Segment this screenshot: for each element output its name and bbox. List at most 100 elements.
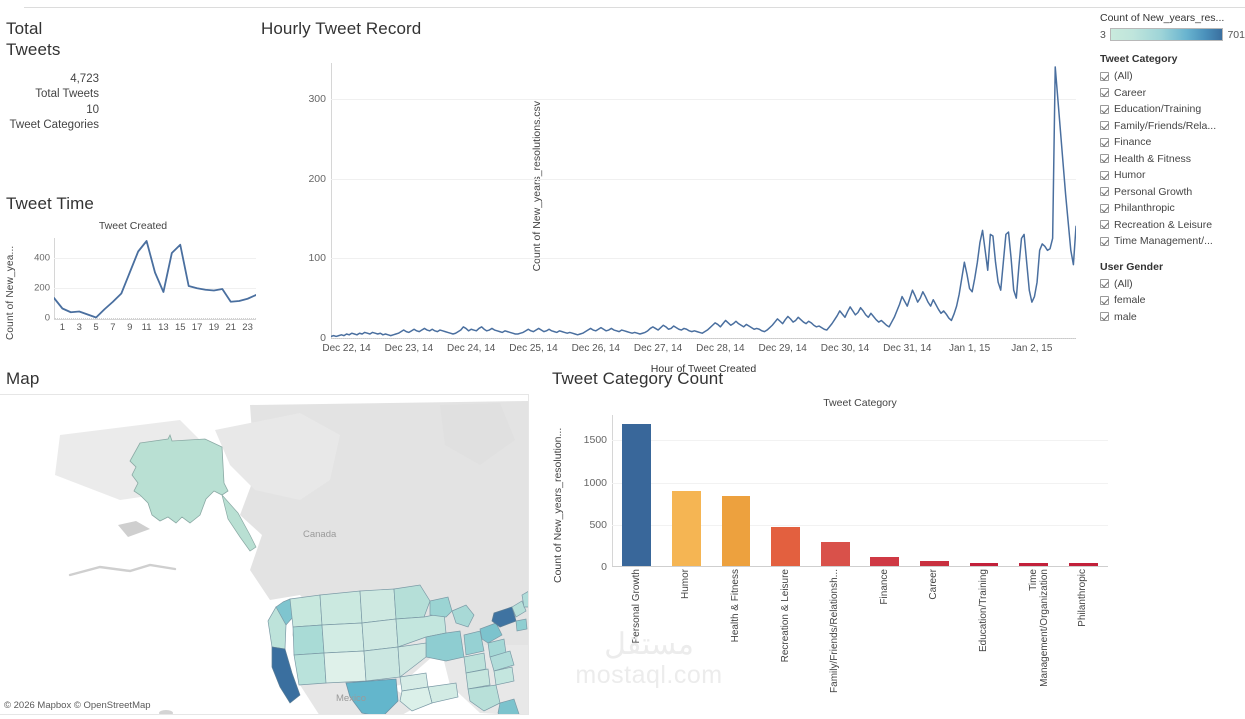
- total-tweets-panel: Total Tweets 4,723 Total Tweets 10 Tweet…: [6, 18, 256, 134]
- map-svg: [0, 395, 528, 714]
- checkbox-icon[interactable]: [1100, 295, 1109, 305]
- tweet-category-chart[interactable]: Tweet Category Count of New_years_resolu…: [552, 395, 1108, 711]
- tweet-time-y-axis-label: Count of New_yea...: [5, 245, 16, 340]
- filter-option-label: male: [1114, 310, 1137, 323]
- checkbox-icon[interactable]: [1100, 121, 1109, 131]
- map-label-mexico: Mexico: [336, 693, 367, 704]
- map-region-AZ: [293, 652, 327, 686]
- bar[interactable]: [672, 490, 701, 566]
- bar-category-label: Finance: [878, 569, 890, 605]
- filter-option[interactable]: Philanthropic: [1100, 200, 1245, 217]
- filter-heading: Tweet Category: [1100, 53, 1178, 65]
- filter-option[interactable]: Personal Growth: [1100, 184, 1245, 201]
- filter-option[interactable]: Humor: [1100, 167, 1245, 184]
- hourly-chart[interactable]: Count of New_years_resolutions.csv 0 100 2…: [261, 41, 1087, 375]
- tweet-time-x-axis-line: [54, 319, 256, 320]
- hourly-x-tick: Dec 29, 14: [758, 343, 807, 354]
- bar[interactable]: [1019, 563, 1048, 566]
- bar[interactable]: [771, 527, 800, 566]
- map-region-NC: [489, 650, 515, 672]
- map-region-LA: [399, 686, 433, 712]
- checkbox-icon[interactable]: [1100, 71, 1109, 81]
- gridline: [331, 98, 1076, 100]
- gridline: [54, 257, 256, 259]
- gridline: [54, 317, 256, 319]
- bar[interactable]: [920, 561, 949, 566]
- map-region-MT: [319, 590, 363, 626]
- map-region-ME: [521, 591, 528, 608]
- tweet-time-title: Tweet Time: [6, 194, 94, 213]
- checkbox-icon[interactable]: [1100, 220, 1109, 230]
- checkbox-icon[interactable]: [1100, 187, 1109, 197]
- checkbox-icon[interactable]: [1100, 279, 1109, 289]
- bar[interactable]: [622, 424, 652, 566]
- bar-x-axis-line: [612, 566, 1108, 567]
- filter-option[interactable]: Finance: [1100, 134, 1245, 151]
- map-region-ND: [359, 588, 397, 624]
- filter-option[interactable]: male: [1100, 309, 1245, 326]
- hourly-x-tick: Dec 28, 14: [696, 343, 745, 354]
- filter-option-label: Finance: [1114, 136, 1152, 149]
- bar[interactable]: [969, 563, 999, 566]
- tweet-time-panel: Tweet Time Tweet Created Count of New_ye…: [5, 193, 266, 343]
- filter-option[interactable]: (All): [1100, 68, 1245, 85]
- tweet-category-count-title: Tweet Category Count: [552, 369, 724, 388]
- filter-option[interactable]: Health & Fitness: [1100, 151, 1245, 168]
- filter-tweet-category: Tweet Category (All) Career Education/Train…: [1100, 53, 1245, 250]
- tweet-time-x-tick: 23: [242, 322, 253, 333]
- tweet-time-y-tick: 200: [34, 282, 50, 293]
- filter-option[interactable]: Time Management/...: [1100, 233, 1245, 250]
- filter-option[interactable]: Career: [1100, 85, 1245, 102]
- checkbox-icon[interactable]: [1100, 154, 1109, 164]
- tweet-time-chart[interactable]: Tweet Created Count of New_yea... 0 200 40…: [5, 218, 260, 340]
- bar-category-labels: Personal Growth Humor Health & Fitness Recr…: [612, 569, 1108, 711]
- bar[interactable]: [721, 495, 751, 566]
- checkbox-icon[interactable]: [1100, 203, 1109, 213]
- hourly-x-tick: Dec 23, 14: [384, 343, 434, 354]
- hourly-plot-area: 0 100 200 300: [308, 63, 1076, 344]
- tweet-time-x-tick: 13: [158, 322, 169, 333]
- map-canvas[interactable]: Canada Mexico © 2026 Mapbox © OpenStreet…: [0, 394, 529, 715]
- color-legend[interactable]: 3 701: [1100, 28, 1245, 41]
- tweet-time-x-tick: 7: [110, 322, 116, 333]
- checkbox-icon[interactable]: [1100, 312, 1109, 322]
- checkbox-icon[interactable]: [1100, 236, 1109, 246]
- bar-y-tick: 500: [589, 518, 607, 531]
- checkbox-icon[interactable]: [1100, 170, 1109, 180]
- map-region-MA-CT-NJ: [515, 618, 528, 632]
- bar[interactable]: [870, 557, 900, 566]
- tweet-time-x-tick: 5: [93, 322, 99, 333]
- bar-category-label: Humor: [680, 569, 692, 600]
- filter-option[interactable]: (All): [1100, 276, 1245, 293]
- bar-category-label: Philanthropic: [1077, 569, 1089, 627]
- hourly-x-tick: Dec 27, 14: [633, 343, 683, 354]
- map-region-VT-NH: [511, 600, 527, 618]
- checkbox-icon[interactable]: [1100, 88, 1109, 98]
- bar[interactable]: [1068, 563, 1098, 566]
- map-region-PA: [479, 622, 503, 644]
- checkbox-icon[interactable]: [1100, 137, 1109, 147]
- map-region-KY: [463, 652, 487, 674]
- bar-subtitle: Tweet Category: [823, 397, 897, 409]
- filter-option[interactable]: Family/Friends/Rela...: [1100, 118, 1245, 135]
- checkbox-icon[interactable]: [1100, 104, 1109, 114]
- hourly-x-tick: Dec 30, 14: [820, 343, 870, 354]
- bar-y-tick: 0: [601, 561, 607, 573]
- tweet-time-x-tick: 9: [127, 322, 133, 333]
- gridline: [54, 287, 256, 289]
- bar-y-axis-line: [612, 415, 613, 567]
- hourly-x-tick: Dec 25, 14: [509, 343, 558, 354]
- filter-option[interactable]: Education/Training: [1100, 101, 1245, 118]
- bar[interactable]: [820, 541, 850, 566]
- map-region-MI: [451, 604, 475, 628]
- hourly-y-tick: 100: [308, 252, 326, 265]
- series-path: [54, 240, 256, 319]
- bar-category-label: Recreation & Leisure: [779, 569, 791, 663]
- filter-option[interactable]: Recreation & Leisure: [1100, 217, 1245, 234]
- filter-option[interactable]: female: [1100, 292, 1245, 309]
- bar-category-label: Personal Growth: [630, 569, 642, 644]
- bar-category-label: Career: [928, 569, 940, 600]
- map-region-ID: [289, 594, 323, 628]
- filter-option-label: Recreation & Leisure: [1114, 218, 1213, 231]
- tweet-time-x-tick: 19: [208, 322, 220, 333]
